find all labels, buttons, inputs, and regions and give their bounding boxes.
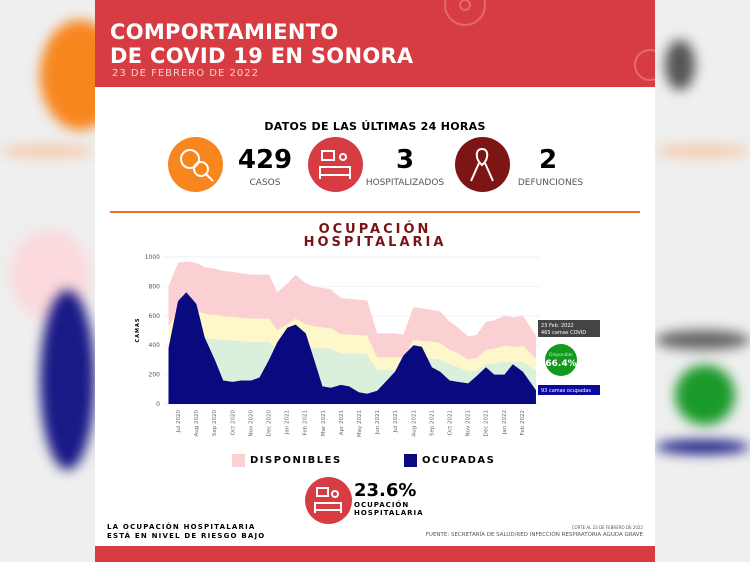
legend-label-disponibles: DISPONIBLES — [250, 455, 342, 466]
occupancy-percentage: 23.6% — [354, 480, 417, 501]
chart-title-line-1: OCUPACIÓN — [318, 222, 432, 237]
y-tick-label: 200 — [149, 372, 161, 379]
risk-line-1: LA OCUPACIÓN HOSPITALARIA — [107, 523, 256, 531]
blurred-background-right — [655, 0, 750, 562]
x-tick-label: Feb 2021 — [303, 410, 309, 435]
report-date: 23 DE FEBRERO DE 2022 — [112, 68, 259, 79]
hospital-bed-icon — [305, 477, 352, 524]
capacity-tooltip — [538, 320, 600, 337]
x-tick-label: Nov 2020 — [248, 410, 254, 437]
occupied-text: 93 camas ocupadas — [541, 388, 591, 394]
cases-value: 429 — [237, 145, 293, 175]
y-tick-label: 1000 — [145, 254, 160, 261]
x-tick-label: Jun 2021 — [375, 410, 381, 435]
x-tick-label: Feb 2022 — [520, 410, 526, 435]
x-tick-label: Oct 2020 — [230, 410, 236, 436]
x-tick-label: Jul 2021 — [393, 410, 399, 433]
ribbon-icon — [455, 137, 510, 192]
occupancy-chart: 0 200 400 600 800 1000 CAMAS Jul 2020 Aug 2020 Se… — [135, 254, 600, 437]
x-tick-label: Nov 2021 — [466, 410, 472, 436]
cases-label: CASOS — [249, 178, 281, 188]
x-tick-label: Jan 2022 — [502, 410, 508, 435]
page-title: COMPORTAMIENTO DE COVID 19 EN SONORA — [110, 20, 414, 68]
virus-decoration-icon — [634, 49, 655, 81]
summary-heading: DATOS DE LAS ÚLTIMAS 24 HORAS — [264, 120, 486, 133]
title-line-1: COMPORTAMIENTO — [110, 20, 339, 44]
cut-date: CORTE AL 23 DE FEBRERO DE 2022 — [571, 525, 643, 530]
x-tick-label: May 2021 — [357, 410, 363, 437]
occupancy-label-1: OCUPACIÓN — [354, 501, 410, 509]
x-tick-label: Mar 2021 — [321, 410, 327, 436]
hospitalized-value: 3 — [395, 145, 415, 175]
virus-search-icon — [168, 137, 223, 192]
tooltip-date: 23 Feb. 2022 — [541, 323, 574, 329]
hospital-bed-icon — [308, 137, 363, 192]
y-tick-label: 400 — [149, 342, 161, 349]
x-tick-label: Aug 2021 — [411, 410, 417, 437]
header-banner: COMPORTAMIENTO DE COVID 19 EN SONORA 23 D… — [95, 0, 655, 87]
tooltip-capacity: 465 camas COVID — [541, 330, 586, 336]
source-text: FUENTE: SECRETARÍA DE SALUD/RED INFECCIÓ… — [425, 532, 643, 538]
title-line-2: DE COVID 19 EN SONORA — [110, 44, 414, 68]
y-tick-label: 600 — [149, 313, 161, 320]
available-percentage: 66.4% — [545, 359, 576, 369]
legend-swatch-disponibles — [232, 454, 245, 467]
footer-bar — [95, 546, 655, 562]
blurred-background-left — [0, 0, 95, 562]
risk-line-2: ESTÁ EN NIVEL DE RIESGO BAJO — [107, 532, 266, 540]
y-tick-label: 0 — [156, 401, 160, 408]
x-tick-label: Sep 2020 — [212, 410, 218, 437]
available-badge — [545, 344, 577, 376]
deaths-label: DEFUNCIONES — [517, 178, 584, 188]
legend-swatch-ocupadas — [404, 454, 417, 467]
x-tick-label: Sep 2021 — [429, 410, 435, 436]
occupancy-label-2: HOSPITALARIA — [354, 509, 424, 517]
legend-label-ocupadas: OCUPADAS — [422, 455, 496, 466]
x-tick-label: Jul 2020 — [176, 410, 182, 434]
virus-decoration-icon — [444, 0, 486, 26]
y-tick-label: 800 — [149, 283, 161, 290]
x-tick-label: Dec 2021 — [484, 410, 490, 436]
risk-level-text: LA OCUPACIÓN HOSPITALARIA ESTÁ EN NIVEL D… — [107, 523, 265, 541]
x-tick-label: Aug 2020 — [194, 410, 200, 437]
occupancy-label: OCUPACIÓN HOSPITALARIA — [354, 501, 424, 517]
x-tick-label: Apr 2021 — [339, 410, 345, 435]
chart-title-line-2: HOSPITALARIA — [303, 235, 447, 250]
infographic: COMPORTAMIENTO DE COVID 19 EN SONORA 23 D… — [95, 0, 655, 562]
x-tick-label: Jan 2021 — [285, 410, 291, 435]
x-tick-label: Dec 2020 — [267, 410, 273, 437]
area-ocupadas — [168, 292, 536, 404]
y-axis-label: CAMAS — [135, 318, 141, 343]
hospitalized-label: HOSPITALIZADOS — [365, 178, 445, 188]
deaths-value: 2 — [538, 145, 558, 175]
divider — [110, 211, 640, 213]
occupied-tooltip — [538, 385, 600, 395]
available-label: Disponible — [549, 352, 573, 358]
x-tick-label: Oct 2021 — [448, 410, 454, 435]
